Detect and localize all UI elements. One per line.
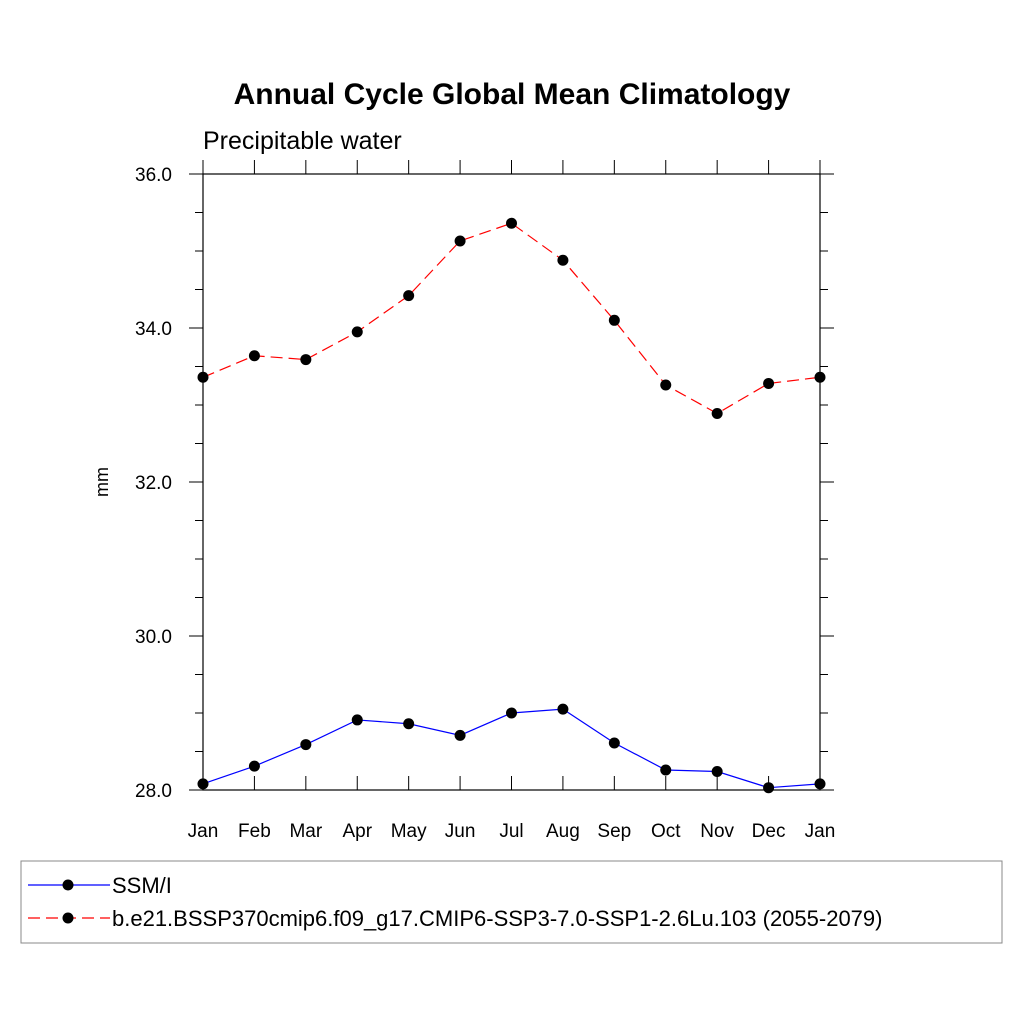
x-tick-label: Aug [546, 821, 580, 842]
series-layer [197, 217, 826, 794]
axes: Jan Feb Mar Apr May Jun Jul Aug Sep Oct Nov Dec Jan 2… [135, 160, 835, 842]
series-1 [197, 703, 826, 794]
data-point [454, 235, 466, 247]
x-tick-label: Feb [238, 821, 271, 842]
data-point [351, 326, 363, 338]
y-tick-label: 30.0 [135, 627, 172, 648]
data-point [557, 254, 569, 266]
y-tick-label: 36.0 [135, 165, 172, 186]
data-point [814, 778, 826, 790]
data-point [506, 707, 517, 719]
x-tick-label: Jun [445, 821, 476, 842]
x-tick-label: Nov [700, 821, 734, 842]
y-tick-label: 34.0 [135, 319, 172, 340]
data-point [300, 739, 312, 751]
x-tick-label: Dec [752, 821, 786, 842]
data-point [660, 764, 672, 776]
data-point [248, 350, 260, 362]
legend-label: SSM/I [112, 873, 172, 898]
x-tick-label: Oct [651, 821, 681, 842]
legend-marker [62, 879, 74, 891]
x-tick-label: Jan [805, 821, 836, 842]
data-point [711, 766, 723, 778]
data-point [814, 371, 826, 383]
data-point [763, 782, 775, 794]
y-axis-label: mm [92, 467, 112, 497]
legend: SSM/I b.e21.BSSP370cmip6.f09_g17.CMIP6-SS… [20, 860, 1003, 944]
data-point [660, 379, 672, 391]
x-tick-label: May [391, 821, 427, 842]
legend-marker [62, 912, 74, 924]
x-tick-label: Mar [289, 821, 322, 842]
data-point [454, 729, 466, 741]
plot-frame [202, 173, 821, 791]
x-tick-label: Jul [499, 821, 523, 842]
x-tick-label: Apr [342, 821, 372, 842]
chart-subtitle: Precipitable water [203, 127, 402, 155]
data-point [506, 217, 517, 229]
legend-box [20, 860, 1003, 944]
series-2 [197, 217, 826, 419]
data-point [351, 714, 363, 726]
data-point [711, 407, 723, 419]
data-point [608, 314, 620, 326]
legend-label: b.e21.BSSP370cmip6.f09_g17.CMIP6-SSP3-7.… [112, 906, 882, 931]
chart-title: Annual Cycle Global Mean Climatology [234, 78, 791, 111]
x-tick-label: Sep [597, 821, 631, 842]
data-point [608, 737, 620, 749]
series-line [202, 222, 821, 415]
data-point [763, 377, 775, 389]
series-line [202, 708, 821, 789]
data-point [557, 703, 569, 715]
x-tick-label: Jan [188, 821, 219, 842]
y-tick-label: 32.0 [135, 473, 172, 494]
data-point [197, 778, 209, 790]
data-point [403, 718, 415, 730]
data-point [300, 354, 312, 366]
y-tick-label: 28.0 [135, 781, 172, 802]
data-point [403, 290, 415, 302]
data-point [248, 760, 260, 772]
data-point [197, 371, 209, 383]
